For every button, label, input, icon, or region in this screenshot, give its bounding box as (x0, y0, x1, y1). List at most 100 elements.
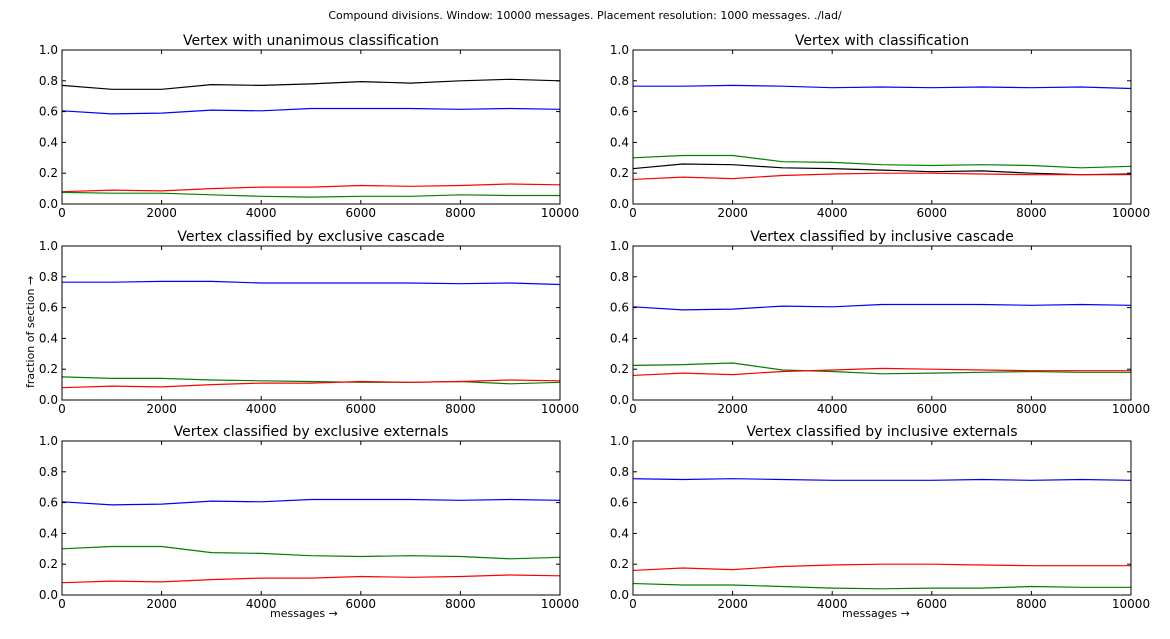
x-tick-label: 8000 (1016, 597, 1047, 611)
shared-y-axis-label: fraction of section → (24, 275, 37, 388)
series-line-2 (632, 563, 1131, 571)
x-tick-label: 8000 (1016, 206, 1047, 220)
x-tick-label: 10000 (541, 206, 579, 220)
x-tick-label: 10000 (1112, 597, 1150, 611)
x-tick-label: 10000 (1112, 402, 1150, 416)
x-tick-label: 2000 (717, 206, 748, 220)
y-tick-label: 1.0 (39, 43, 58, 57)
axes-frame (632, 245, 1132, 401)
series-line-1 (632, 478, 1132, 481)
x-tick-label: 2000 (717, 402, 748, 416)
y-tick-label: 0.6 (39, 496, 58, 510)
y-tick-label: 0.4 (39, 526, 58, 540)
y-tick-label: 0.8 (39, 270, 58, 284)
y-tick-label: 1.0 (610, 239, 629, 253)
y-tick-label: 0.8 (610, 270, 629, 284)
y-tick-label: 0.2 (610, 362, 629, 376)
series-line-2 (61, 545, 561, 560)
subplot-title: Vertex classified by exclusive externals (174, 424, 449, 440)
y-tick-label: 0.4 (39, 331, 58, 345)
x-tick-label: 10000 (1112, 206, 1150, 220)
y-tick-label: 0.8 (610, 465, 629, 479)
x-tick-label: 4000 (817, 402, 848, 416)
axes-frame (61, 49, 561, 205)
y-tick-label: 0.2 (39, 362, 58, 376)
axes-frame (632, 440, 1132, 596)
subplot-4: Vertex classified by inclusive cascade 0 2… (610, 229, 1150, 416)
y-tick-label: 0.4 (610, 135, 629, 149)
x-tick-label: 8000 (445, 206, 476, 220)
x-tick-label: 8000 (445, 402, 476, 416)
x-tick-label: 4000 (817, 206, 848, 220)
y-tick-label: 0.8 (39, 465, 58, 479)
x-tick-label: 4000 (246, 597, 277, 611)
x-tick-label: 10000 (541, 402, 579, 416)
y-tick-label: 0.6 (39, 105, 58, 119)
y-tick-label: 0.8 (39, 74, 58, 88)
series-line-1 (632, 303, 1132, 311)
x-tick-label: 0 (58, 206, 66, 220)
x-tick-label: 8000 (445, 597, 476, 611)
x-tick-label: 2000 (146, 597, 177, 611)
subplot-5: Vertex classified by exclusive externals… (39, 424, 579, 611)
x-tick-label: 6000 (917, 206, 948, 220)
x-axis-label-left: messages → (270, 607, 338, 620)
x-tick-label: 2000 (717, 597, 748, 611)
x-tick-label: 0 (629, 402, 637, 416)
figure-suptitle: Compound divisions. Window: 10000 messag… (328, 9, 842, 22)
x-tick-label: 0 (58, 402, 66, 416)
x-tick-label: 6000 (346, 402, 377, 416)
series-line-1 (61, 498, 561, 506)
subplot-title: Vertex classified by inclusive externals (746, 424, 1017, 440)
y-tick-label: 0.0 (39, 588, 58, 602)
y-tick-label: 0.2 (39, 557, 58, 571)
subplot-title: Vertex with classification (795, 33, 969, 49)
y-tick-label: 0.4 (39, 135, 58, 149)
x-tick-label: 4000 (246, 402, 277, 416)
y-tick-label: 0.4 (610, 331, 629, 345)
series-line-2 (61, 107, 561, 115)
x-tick-label: 10000 (541, 597, 579, 611)
y-tick-label: 1.0 (39, 239, 58, 253)
series-line-3 (632, 163, 1132, 176)
series-line-1 (61, 78, 561, 90)
y-tick-label: 0.6 (610, 496, 629, 510)
subplot-1: Vertex with unanimous classification 0 200… (39, 33, 579, 220)
series-line-1 (633, 84, 1132, 90)
series-line-3 (61, 379, 561, 389)
x-tick-label: 0 (629, 597, 637, 611)
y-tick-label: 0.4 (610, 526, 629, 540)
x-axis-label-right: messages → (842, 607, 910, 620)
subplot-title: Vertex classified by inclusive cascade (750, 229, 1014, 245)
axes-frame (632, 49, 1132, 205)
subplot-6: Vertex classified by inclusive externals… (610, 424, 1150, 611)
subplot-title: Vertex with unanimous classification (183, 33, 439, 49)
x-tick-label: 0 (58, 597, 66, 611)
axes-frame (61, 440, 561, 596)
y-tick-label: 1.0 (610, 434, 629, 448)
x-tick-label: 2000 (146, 402, 177, 416)
y-tick-label: 0.2 (610, 557, 629, 571)
subplot-3: Vertex classified by exclusive cascade 0 2… (39, 229, 579, 416)
y-tick-label: 0.2 (610, 166, 629, 180)
y-tick-label: 0.0 (610, 197, 629, 211)
series-line-3 (632, 367, 1131, 376)
y-tick-label: 1.0 (610, 43, 629, 57)
series-line-3 (632, 582, 1131, 590)
x-tick-label: 6000 (346, 597, 377, 611)
x-tick-label: 0 (629, 206, 637, 220)
y-tick-label: 0.6 (610, 301, 629, 315)
x-tick-label: 6000 (346, 206, 377, 220)
series-line-4 (632, 172, 1131, 180)
y-tick-label: 0.2 (39, 166, 58, 180)
y-tick-label: 0.0 (610, 393, 629, 407)
y-tick-label: 0.8 (610, 74, 629, 88)
y-tick-label: 1.0 (39, 434, 58, 448)
x-tick-label: 2000 (146, 206, 177, 220)
x-tick-label: 4000 (246, 206, 277, 220)
series-line-3 (61, 183, 561, 193)
series-line-2 (61, 376, 561, 385)
x-tick-label: 8000 (1016, 402, 1047, 416)
